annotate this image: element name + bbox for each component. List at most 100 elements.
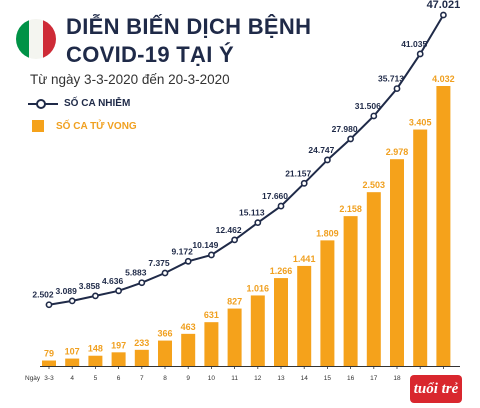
infections-point-label: 3.089 [56, 286, 78, 296]
death-bar-label: 1.016 [247, 283, 270, 293]
infections-point-label: 21.157 [285, 168, 311, 178]
infections-line [48, 14, 445, 306]
infections-point-label: 2.502 [32, 290, 54, 300]
death-bar [436, 86, 451, 366]
infections-point [161, 269, 169, 277]
infections-point [416, 50, 424, 58]
x-tick-label: 17 [370, 375, 378, 382]
death-bar-label: 2.158 [339, 204, 362, 214]
chart-title-line-2: COVID-19 TẠI Ý [66, 42, 235, 67]
infections-point [138, 279, 146, 287]
infections-point [45, 301, 53, 309]
death-bar [413, 129, 428, 366]
infections-point [439, 11, 447, 19]
legend-line-marker-icon [28, 98, 58, 109]
bars-layer: 79 107 148 197 233 366 463 631 827 1.0161.2661.44… [42, 74, 455, 366]
infections-point-label: 17.660 [262, 191, 288, 201]
legend-deaths-label: SỐ CA TỬ VONG [56, 120, 137, 132]
infections-point-label: 15.113 [239, 208, 265, 218]
infections-point-label: 24.747 [308, 145, 334, 155]
x-axis-prefix-label: Ngày [25, 375, 41, 382]
infections-point [300, 179, 308, 187]
x-tick-label: 12 [254, 375, 262, 382]
death-bar-label: 827 [227, 297, 242, 307]
death-bar [181, 333, 196, 366]
death-bar [390, 159, 404, 366]
death-bar-label: 2.503 [363, 180, 386, 190]
legend-infections-label: SỐ CA NHIỄM [64, 98, 131, 109]
death-bar [250, 295, 265, 366]
infections-point [68, 297, 76, 305]
infections-point [370, 112, 378, 120]
death-bar [158, 340, 172, 366]
x-tick-label: 3-3 [44, 375, 54, 382]
death-bar-label: 148 [88, 344, 103, 354]
death-bar-label: 1.266 [270, 266, 293, 276]
death-bar-label: 1.441 [293, 254, 316, 264]
flag-green-stripe [16, 19, 30, 59]
death-bar-label: 3.405 [409, 118, 432, 128]
flag-white-stripe [29, 19, 43, 59]
infections-point [184, 257, 192, 265]
death-bar [65, 358, 80, 366]
infections-point [323, 156, 331, 164]
infections-point-label: 27.980 [332, 124, 358, 134]
death-bar-label: 233 [134, 338, 149, 348]
infections-point [347, 135, 354, 143]
death-bar [343, 216, 358, 366]
x-tick-label: 13 [277, 375, 285, 382]
x-tick-label: 5 [94, 375, 98, 382]
infections-point-label: 35.713 [378, 74, 404, 84]
death-bar-label: 366 [157, 329, 172, 339]
death-bar [111, 352, 126, 366]
infections-point-label: 41.035 [401, 39, 427, 49]
flag-red-stripe [42, 19, 56, 59]
legend-infections: SỐ CA NHIỄM [28, 98, 130, 109]
line-layer: 2.502 3.0893.8584.6365.8837.3759.17210.14… [32, 0, 461, 309]
death-bar [204, 322, 219, 366]
x-tick-label: 10 [208, 375, 216, 382]
death-bar-label: 631 [204, 310, 219, 320]
x-tick-label: 9 [186, 375, 190, 382]
legend-bar-swatch-icon [32, 120, 44, 132]
x-tick-label: 15 [324, 375, 332, 382]
death-bar [297, 265, 312, 366]
x-tick-label: 16 [347, 375, 355, 382]
x-tick-label: 8 [163, 375, 167, 382]
death-bar [227, 308, 242, 366]
infections-point-label: 31.506 [355, 101, 381, 111]
infections-point-label: 4.636 [102, 276, 124, 286]
infections-point-label: 12.462 [216, 225, 242, 235]
x-tick-label: 6 [117, 375, 121, 382]
death-bar-label: 197 [111, 340, 126, 350]
death-bar [274, 278, 288, 366]
infections-point [393, 85, 401, 92]
infections-point [254, 219, 262, 227]
infections-point [231, 236, 238, 244]
death-bar [320, 240, 335, 366]
death-bar-label: 463 [181, 322, 196, 332]
infections-point-label: 7.375 [148, 258, 170, 268]
infections-point-label: 9.172 [172, 246, 194, 256]
death-bar-label: 79 [44, 349, 54, 359]
chart-subtitle: Từ ngày 3-3-2020 đến 20-3-2020 [30, 72, 230, 87]
infections-point [115, 287, 122, 295]
x-tick-label: 14 [301, 375, 309, 382]
chart-title-line-1: DIỄN BIẾN DỊCH BỆNH [66, 14, 312, 39]
infections-point-label: 47.021 [427, 0, 461, 11]
death-bar-label: 1.809 [316, 228, 339, 238]
death-bar-label: 107 [65, 347, 80, 357]
x-tick-label: 7 [140, 375, 144, 382]
infections-point-label: 3.858 [79, 281, 101, 291]
infections-point-label: 5.883 [125, 268, 147, 278]
death-bar-label: 2.978 [386, 147, 409, 157]
italy-flag-icon [16, 19, 56, 59]
x-tick-label: 11 [231, 375, 238, 382]
x-tick-label: 4 [70, 375, 74, 382]
tuoi-tre-logo: tuổi trẻ [410, 375, 462, 403]
infections-point [277, 202, 285, 210]
legend-deaths: SỐ CA TỬ VONG [28, 120, 137, 132]
